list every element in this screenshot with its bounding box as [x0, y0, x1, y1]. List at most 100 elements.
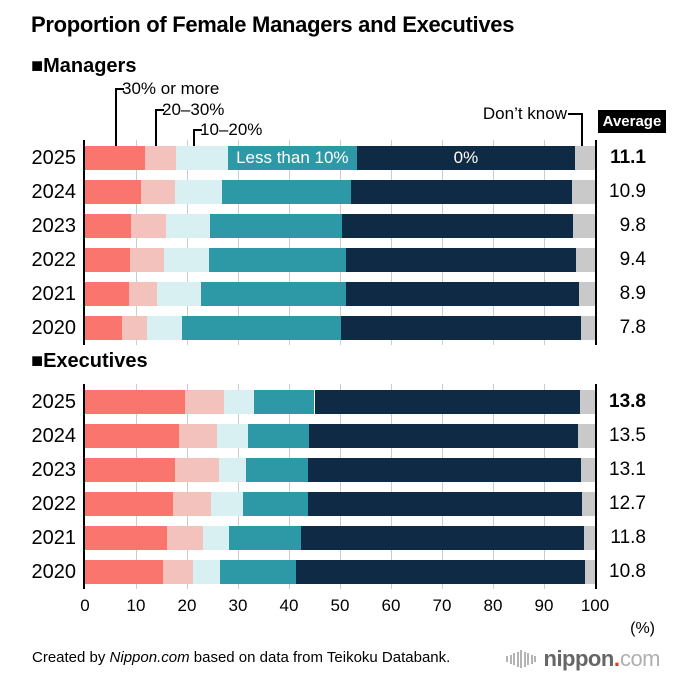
year-label-2020: 2020 — [31, 317, 77, 339]
bar-segment — [182, 316, 342, 340]
year-label-2021: 2021 — [31, 527, 77, 549]
credit-source: Nippon.com — [109, 649, 190, 666]
bar-segment — [253, 390, 315, 414]
average-value-2025: 11.1 — [610, 147, 646, 168]
gridline-50 — [340, 140, 341, 345]
bar-segment — [162, 560, 194, 584]
bar-segment — [208, 248, 346, 272]
bar-segment — [175, 180, 222, 204]
bar-segment — [578, 282, 595, 306]
year-label-2023: 2023 — [31, 459, 77, 481]
average-value-2020: 10.8 — [609, 561, 646, 582]
bar-segment — [308, 424, 579, 448]
bar-segment — [203, 526, 230, 550]
year-label-2024: 2024 — [31, 181, 77, 203]
credit-prefix: Created by — [32, 649, 110, 666]
bar-segment — [308, 492, 582, 516]
logo-text-main: nippon — [543, 646, 615, 671]
inbar-label: Less than 10% — [236, 148, 349, 167]
bar-segment — [121, 316, 148, 340]
bar-segment — [157, 282, 202, 306]
bar-segment — [85, 214, 132, 238]
bar-segment — [223, 390, 254, 414]
gridline-30 — [238, 140, 239, 345]
bar-segment — [571, 180, 595, 204]
bar-segment — [166, 526, 204, 550]
bar-segment — [351, 180, 572, 204]
left-axis-line — [83, 384, 85, 589]
bar-segment — [130, 248, 164, 272]
bar-segment — [245, 458, 309, 482]
tick-label-30: 30 — [228, 596, 248, 615]
year-label-2021: 2021 — [31, 283, 77, 305]
bar-segment — [85, 526, 167, 550]
bar-segment — [581, 458, 595, 482]
bar-segment — [166, 214, 210, 238]
logo-text-tld: com — [619, 646, 661, 671]
bar-segment — [209, 214, 343, 238]
bar-segment — [85, 248, 131, 272]
bar-segment — [85, 390, 186, 414]
bar-segment — [201, 282, 347, 306]
bar-segment — [185, 390, 224, 414]
bar-segment — [85, 282, 129, 306]
bar-segment — [243, 492, 309, 516]
average-value-2022: 9.4 — [619, 249, 646, 270]
bar-segment — [178, 424, 218, 448]
bar-segment — [578, 424, 595, 448]
bar-segment — [85, 424, 179, 448]
bar-segment — [345, 248, 577, 272]
bar-segment — [583, 526, 595, 550]
bar-segment — [346, 282, 579, 306]
axis-unit-label: (%) — [630, 620, 655, 637]
bar-segment — [140, 180, 176, 204]
gridline-80 — [493, 140, 494, 345]
gridline-30 — [238, 384, 239, 589]
bar-segment — [175, 458, 220, 482]
tick-label-90: 90 — [534, 596, 554, 615]
bar-segment — [220, 560, 296, 584]
leader-line-10-20 — [193, 129, 202, 148]
bar-segment — [314, 390, 580, 414]
leader-line-20-30 — [155, 109, 164, 148]
bar-segment — [211, 492, 244, 516]
average-value-2021: 11.8 — [610, 527, 646, 548]
logo-text-dot: . — [613, 646, 620, 671]
average-value-2024: 13.5 — [609, 425, 646, 446]
average-header-badge: Average — [598, 110, 666, 133]
gridline-10 — [136, 384, 137, 589]
average-value-2024: 10.9 — [609, 181, 646, 202]
tick-label-20: 20 — [177, 596, 197, 615]
gridline-80 — [493, 384, 494, 589]
section-heading-executives: ■Executives — [31, 350, 148, 372]
gridline-90 — [544, 140, 545, 345]
bar-segment — [341, 316, 582, 340]
bar-segment — [173, 492, 212, 516]
gridline-60 — [391, 384, 392, 589]
tick-label-100: 100 — [580, 596, 610, 615]
section-heading-managers: ■Managers — [31, 55, 137, 77]
average-value-2020: 7.8 — [619, 317, 646, 338]
bar-segment — [581, 492, 595, 516]
gridline-60 — [391, 140, 392, 345]
right-axis-line — [595, 384, 597, 589]
tick-label-40: 40 — [279, 596, 299, 615]
nippon-logo: nippon . com — [506, 644, 661, 674]
legend-label-20-30: 20–30% — [162, 100, 225, 119]
nippon-logo-mark-icon — [506, 648, 538, 670]
gridline-20 — [187, 384, 188, 589]
gridline-70 — [442, 384, 443, 589]
bar-segment — [85, 560, 163, 584]
bar-segment — [248, 424, 309, 448]
footer-credit: Created by Nippon.com based on data from… — [32, 649, 450, 666]
bar-segment — [128, 282, 158, 306]
bar-segment — [295, 560, 586, 584]
year-label-2025: 2025 — [31, 391, 77, 413]
bar-segment — [573, 214, 595, 238]
bar-segment — [147, 316, 183, 340]
gridline-40 — [289, 140, 290, 345]
tick-label-10: 10 — [126, 596, 146, 615]
year-label-2022: 2022 — [31, 493, 77, 515]
